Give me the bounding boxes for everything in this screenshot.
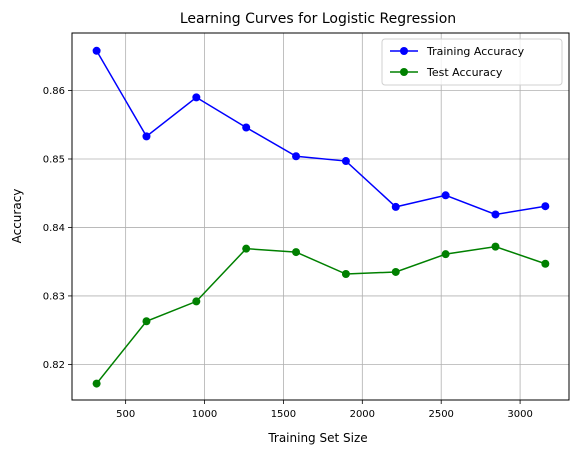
data-point <box>341 157 350 166</box>
chart-title: Learning Curves for Logistic Regression <box>180 11 456 27</box>
data-point <box>92 46 101 55</box>
grid-lines <box>72 33 569 400</box>
data-point <box>192 93 201 102</box>
x-tick-label: 1500 <box>271 409 296 420</box>
data-series <box>92 46 550 388</box>
data-point <box>541 202 550 211</box>
x-tick-label: 3000 <box>507 409 532 420</box>
legend: Training Accuracy Test Accuracy <box>381 38 563 86</box>
y-axis-label: Accuracy <box>10 189 24 244</box>
data-point <box>142 132 151 141</box>
legend-box <box>381 38 563 86</box>
data-point <box>292 152 301 161</box>
legend-entry: Test Accuracy <box>390 66 503 79</box>
legend-label: Training Accuracy <box>426 45 525 58</box>
data-point <box>192 297 201 306</box>
data-point <box>391 202 400 211</box>
series-test <box>92 242 550 388</box>
legend-label: Test Accuracy <box>426 66 503 79</box>
y-tick-label: 0.84 <box>43 223 65 234</box>
data-point <box>292 248 301 257</box>
y-tick-label: 0.83 <box>43 291 65 302</box>
series-line <box>95 50 546 216</box>
data-point <box>242 123 251 132</box>
legend-marker <box>400 68 408 76</box>
x-axis: 500 1000 1500 2000 2500 3000 <box>116 400 533 420</box>
series-training <box>92 46 550 219</box>
y-axis: 0.82 0.83 0.84 0.85 0.86 <box>43 86 72 371</box>
x-tick-label: 500 <box>116 409 135 420</box>
plot-frame <box>71 32 570 401</box>
data-point <box>391 267 400 276</box>
x-axis-label: Training Set Size <box>267 431 367 445</box>
data-point <box>242 244 251 253</box>
y-tick-label: 0.86 <box>43 86 65 97</box>
x-tick-label: 1000 <box>192 409 217 420</box>
data-point <box>341 270 350 279</box>
y-tick-label: 0.82 <box>43 360 65 371</box>
legend-marker <box>400 47 408 55</box>
data-point <box>441 191 450 200</box>
data-point <box>541 259 550 268</box>
data-point <box>441 250 450 259</box>
series-line <box>96 245 546 385</box>
y-tick-label: 0.85 <box>43 154 65 165</box>
legend-entry: Training Accuracy <box>390 45 525 58</box>
data-point <box>491 210 500 219</box>
data-point <box>92 379 101 388</box>
x-tick-label: 2000 <box>350 409 375 420</box>
data-point <box>491 242 500 251</box>
data-point <box>142 317 151 326</box>
x-tick-label: 2500 <box>428 409 453 420</box>
